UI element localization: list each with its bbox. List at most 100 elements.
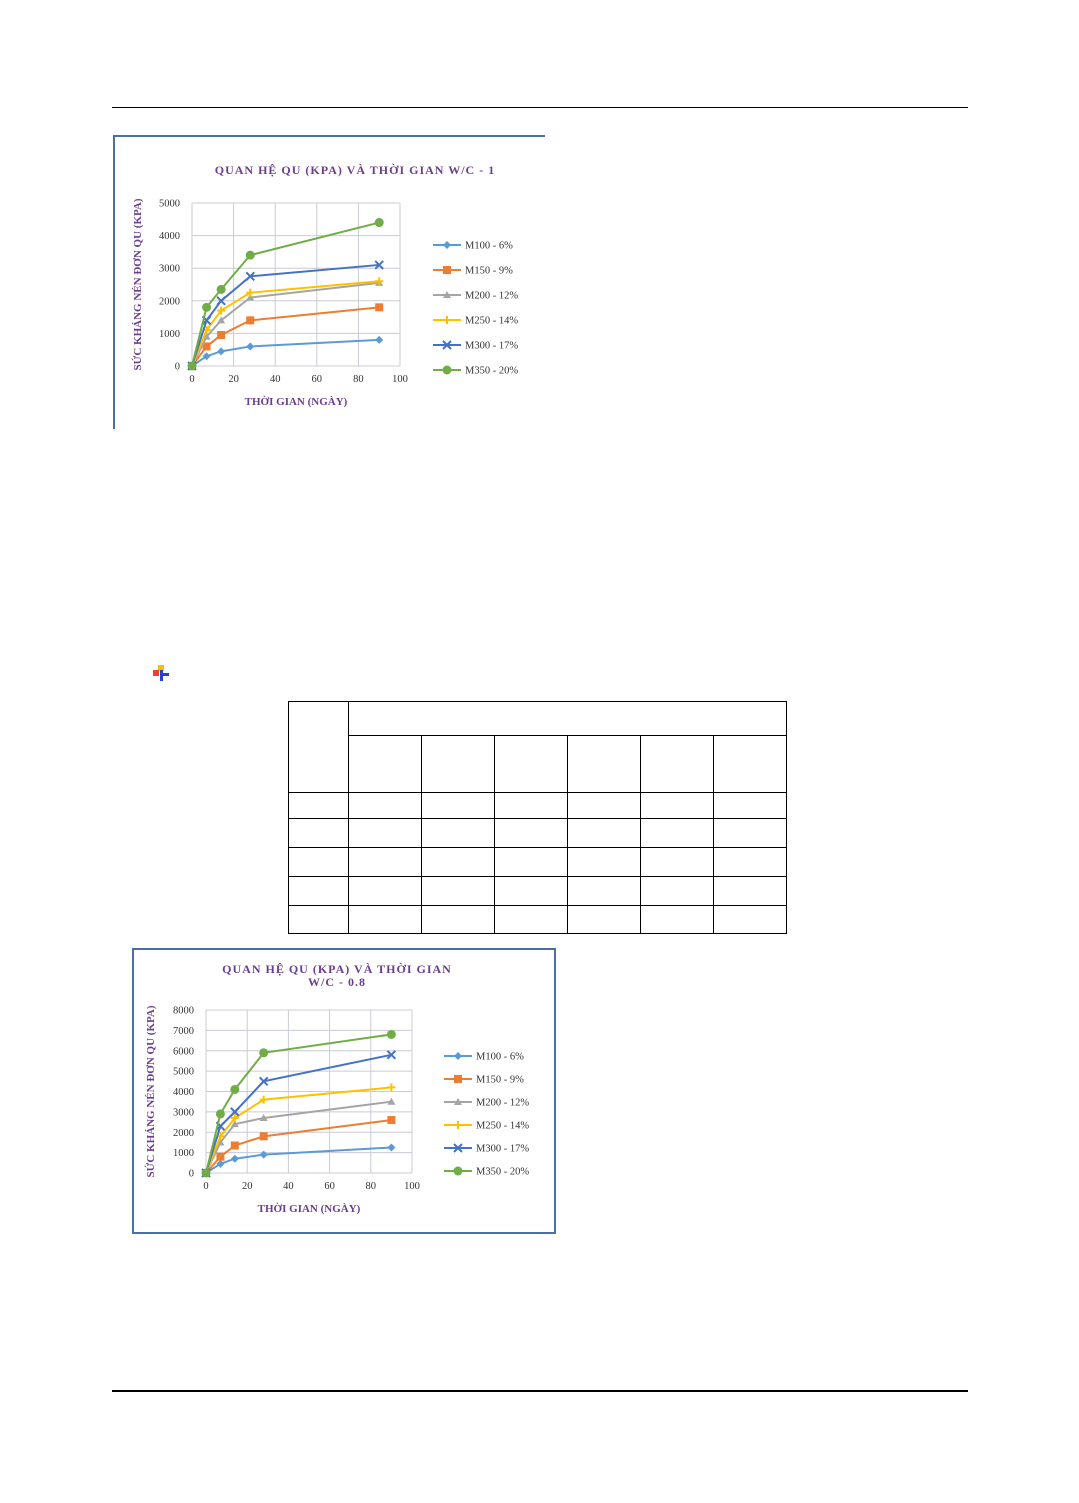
data-point [216,284,226,294]
data-point [245,271,255,282]
y-tick-label: 0 [175,362,180,373]
table-header-cell [288,701,349,793]
series-6 [201,1029,396,1178]
data-point [217,316,226,324]
data-point [202,302,212,312]
legend-swatch-marker [443,291,451,298]
chart-subtitle: W/C - 0.8 [308,975,366,989]
header-rule [112,107,968,108]
series-3 [188,278,384,369]
x-tick-label: 40 [270,374,281,385]
data-table [288,700,787,934]
table-row [288,792,787,819]
data-point [259,1150,268,1159]
table-header-cell [421,735,495,793]
data-point [246,288,255,297]
legend-label: M100 - 6% [465,241,513,252]
data-point [246,316,255,325]
x-tick-label: 80 [353,374,364,385]
y-tick-label: 1000 [173,1148,194,1159]
x-tick-label: 80 [366,1181,377,1192]
data-point [387,1143,396,1152]
series-1 [188,335,384,370]
x-tick-label: 100 [404,1181,420,1192]
legend-swatch-marker [454,1052,462,1060]
data-point [215,1109,225,1119]
chart-qu-wc-1: QUAN HỆ QU (KPA) VÀ THỜI GIAN W/C - 1 0 10… [113,135,545,429]
x-tick-label: 0 [203,1181,208,1192]
y-tick-label: 3000 [173,1107,194,1118]
data-point [202,352,211,361]
table-row [288,847,787,877]
table-header-cell [567,735,641,793]
legend-swatch-marker [454,1121,462,1129]
legend-swatch-marker [453,1166,463,1176]
data-point [259,1095,268,1104]
data-point [216,1159,225,1168]
legend-swatch-marker [443,266,451,274]
y-tick-label: 5000 [173,1067,194,1078]
legend-label: M200 - 12% [465,291,518,302]
data-point [387,1097,396,1105]
data-point [187,361,197,371]
y-tick-label: 1000 [159,329,180,340]
legend-swatch-marker [454,1098,462,1105]
data-point [216,296,226,306]
data-point [246,342,255,351]
data-point [245,250,255,260]
data-point [259,1132,268,1141]
x-tick-label: 40 [283,1181,294,1192]
y-tick-label: 4000 [159,231,180,242]
data-point [217,347,226,356]
legend-label: M350 - 20% [465,366,518,377]
table-header-cell [640,735,714,793]
chart-title: QUAN HỆ QU (KPA) VÀ THỜI GIAN [222,962,452,976]
series-2 [188,303,384,370]
data-point [375,335,384,344]
data-point [217,331,226,340]
y-tick-label: 6000 [173,1046,194,1057]
data-point [387,1083,396,1092]
x-tick-label: 60 [312,374,323,385]
y-tick-label: 4000 [173,1087,194,1098]
data-point [230,1113,239,1122]
x-axis-label: THỜI GIAN (NGÀY) [245,396,348,408]
data-point [374,260,384,270]
table-row [288,905,787,934]
data-point [386,1050,397,1060]
legend-label: M100 - 6% [476,1052,524,1063]
y-axis-label: SỨC KHÁNG NÉN ĐƠN QU (KPA) [145,1005,157,1177]
data-point [202,342,211,351]
x-tick-label: 20 [228,374,239,385]
y-tick-label: 7000 [173,1026,194,1037]
table-header-cell [348,735,422,793]
legend-label: M350 - 20% [476,1167,529,1178]
data-point [216,1152,225,1161]
legend-swatch-marker [442,365,452,375]
data-point [246,293,255,301]
legend-label: M300 - 17% [465,341,518,352]
chart-title: QUAN HỆ QU (KPA) VÀ THỜI GIAN W/C - 1 [215,163,495,177]
x-axis-label: THỜI GIAN (NGÀY) [258,1203,361,1215]
table-header-cell [348,700,787,737]
data-point [258,1076,269,1087]
data-point [259,1113,268,1121]
x-tick-label: 60 [324,1181,335,1192]
legend-label: M250 - 14% [476,1121,529,1132]
series-2 [202,1116,396,1177]
data-point [374,218,384,228]
y-tick-label: 2000 [159,296,180,307]
y-tick-label: 0 [189,1169,194,1180]
data-point [217,306,226,315]
data-point [259,1048,269,1058]
data-point [202,332,211,340]
chart-qu-wc-1-svg: QUAN HỆ QU (KPA) VÀ THỜI GIAN W/C - 1 0 10… [132,163,518,408]
legend-label: M150 - 9% [476,1075,524,1086]
legend-label: M300 - 17% [476,1144,529,1155]
table-header-cell [494,735,568,793]
y-tick-label: 3000 [159,264,180,275]
series-6 [187,218,384,371]
x-tick-label: 0 [189,374,194,385]
data-point [375,303,384,312]
